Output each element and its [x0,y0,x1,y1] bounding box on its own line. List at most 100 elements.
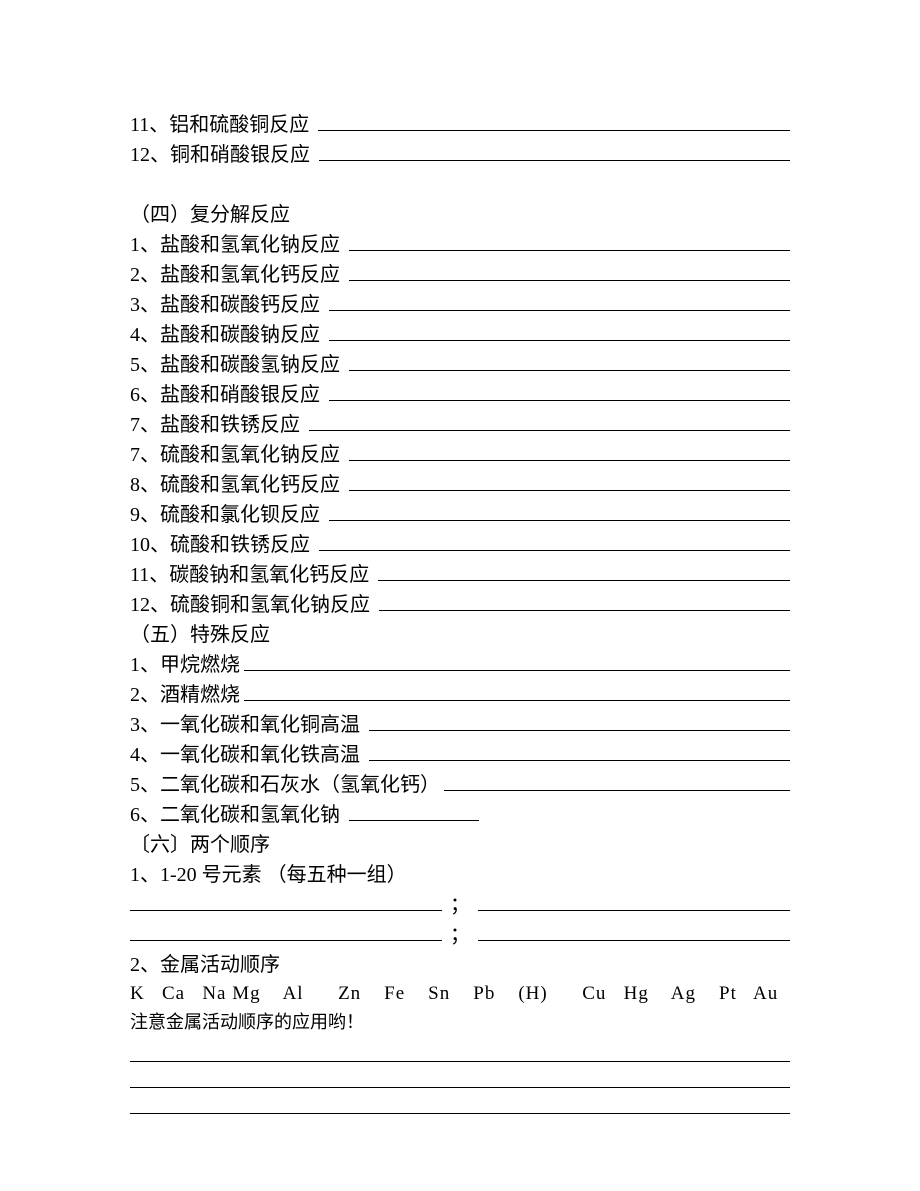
answer-blank[interactable] [329,291,790,311]
section-6-heading: 〔六〕两个顺序 [130,830,790,860]
item-text: 盐酸和铁锈反应 [160,410,300,440]
answer-blank[interactable] [444,771,790,791]
item-row: 9、硫酸和氯化钡反应 [130,500,790,530]
item-row: 3、盐酸和碳酸钙反应 [130,290,790,320]
item-number: 5、 [130,770,160,800]
item-row: 2、盐酸和氢氧化钙反应 [130,260,790,290]
item-row: 11、碳酸钠和氢氧化钙反应 [130,560,790,590]
item-text: 甲烷燃烧 [160,650,240,680]
item-row: 8、硫酸和氢氧化钙反应 [130,470,790,500]
answer-blank[interactable] [378,561,790,581]
separator: ； [450,890,470,920]
item-number: 7、 [130,410,160,440]
element-blank-row-2: ； [130,920,790,950]
item-number: 8、 [130,470,160,500]
item-row: 5、盐酸和碳酸氢钠反应 [130,350,790,380]
top-continued-items: 11、 铝和硫酸铜反应 12、 铜和硝酸银反应 [130,110,790,170]
item-text: 硫酸和铁锈反应 [170,530,310,560]
item-number: 1、 [130,650,160,680]
item-row: 1、盐酸和氢氧化钠反应 [130,230,790,260]
item-number: 2、 [130,680,160,710]
answer-blank[interactable] [369,711,790,731]
answer-blank[interactable] [349,801,479,821]
answer-blank[interactable] [329,381,790,401]
answer-blank[interactable] [309,411,790,431]
item-text: 盐酸和碳酸钠反应 [160,320,320,350]
answer-blank[interactable] [349,231,790,251]
answer-blank[interactable] [318,111,790,131]
item-text: 一氧化碳和氧化铜高温 [160,710,360,740]
answer-blank[interactable] [349,441,790,461]
item-number: 3、 [130,710,160,740]
item-number: 5、 [130,350,160,380]
item-row: 6、二氧化碳和氢氧化钠 [130,800,790,830]
item-row: 12、 铜和硝酸银反应 [130,140,790,170]
separator: ； [450,920,470,950]
item-text: 铝和硫酸铜反应 [169,110,309,140]
item-text: 二氧化碳和石灰水（氢氧化钙） [160,770,440,800]
item-row: 5、二氧化碳和石灰水（氢氧化钙） [130,770,790,800]
item-row: 11、 铝和硫酸铜反应 [130,110,790,140]
item-number: 9、 [130,500,160,530]
item-row: 4、盐酸和碳酸钠反应 [130,320,790,350]
item-row: 12、硫酸铜和氢氧化钠反应 [130,590,790,620]
answer-blank[interactable] [130,1066,790,1088]
item-number: 3、 [130,290,160,320]
answer-blank[interactable] [130,891,442,911]
item-number: 2、 [130,260,160,290]
answer-blank[interactable] [349,471,790,491]
item-text: 铜和硝酸银反应 [170,140,310,170]
item-row: 1、甲烷燃烧 [130,650,790,680]
metal-activity-series: K Ca Na Mg Al Zn Fe Sn Pb (H) Cu Hg Ag P… [130,980,790,1009]
item-text: 碳酸钠和氢氧化钙反应 [169,560,369,590]
item-row: 10、硫酸和铁锈反应 [130,530,790,560]
section-5-heading: （五）特殊反应 [130,620,790,650]
item-number: 4、 [130,320,160,350]
answer-blank[interactable] [349,261,790,281]
answer-blank[interactable] [130,1092,790,1114]
note-text: 注意金属活动顺序的应用哟！ [130,1009,790,1036]
item-text: 盐酸和氢氧化钙反应 [160,260,340,290]
item-text: 硫酸铜和氢氧化钠反应 [170,590,370,620]
answer-blank[interactable] [244,681,790,701]
item-row: 7、盐酸和铁锈反应 [130,410,790,440]
answer-blank[interactable] [329,321,790,341]
item-1-label: 1、1-20 号元素 （每五种一组） [130,860,790,890]
section-5-items: 1、甲烷燃烧 2、酒精燃烧 3、一氧化碳和氧化铜高温 4、一氧化碳和氧化铁高温 … [130,650,790,830]
item-row: 3、一氧化碳和氧化铜高温 [130,710,790,740]
answer-blank[interactable] [478,891,790,911]
section-4-heading: （四）复分解反应 [130,200,790,230]
item-text: 硫酸和氢氧化钙反应 [160,470,340,500]
item-row: 7、硫酸和氢氧化钠反应 [130,440,790,470]
answer-blank[interactable] [478,921,790,941]
item-number: 11、 [130,110,169,140]
item-number: 10、 [130,530,170,560]
item-text: 盐酸和硝酸银反应 [160,380,320,410]
answer-blank[interactable] [130,921,442,941]
item-number: 11、 [130,560,169,590]
item-row: 2、酒精燃烧 [130,680,790,710]
answer-blank[interactable] [349,351,790,371]
item-number: 4、 [130,740,160,770]
item-row: 4、一氧化碳和氧化铁高温 [130,740,790,770]
answer-blank[interactable] [369,741,790,761]
section-6-content: 1、1-20 号元素 （每五种一组） ； ； 2、金属活动顺序 K Ca Na … [130,860,790,1114]
item-text: 酒精燃烧 [160,680,240,710]
item-text: 盐酸和碳酸氢钠反应 [160,350,340,380]
element-blank-row-1: ； [130,890,790,920]
item-text: 二氧化碳和氢氧化钠 [160,800,340,830]
answer-blank[interactable] [329,501,790,521]
item-text: 硫酸和氢氧化钠反应 [160,440,340,470]
answer-blank[interactable] [319,531,790,551]
item-2-label: 2、金属活动顺序 [130,950,790,980]
item-text: 盐酸和氢氧化钠反应 [160,230,340,260]
item-number: 12、 [130,590,170,620]
answer-blank[interactable] [319,141,790,161]
item-text: 盐酸和碳酸钙反应 [160,290,320,320]
item-number: 6、 [130,800,160,830]
answer-blank[interactable] [130,1040,790,1062]
section-4-items: 1、盐酸和氢氧化钠反应 2、盐酸和氢氧化钙反应 3、盐酸和碳酸钙反应 4、盐酸和… [130,230,790,620]
item-text: 一氧化碳和氧化铁高温 [160,740,360,770]
answer-blank[interactable] [244,651,790,671]
answer-blank[interactable] [379,591,790,611]
